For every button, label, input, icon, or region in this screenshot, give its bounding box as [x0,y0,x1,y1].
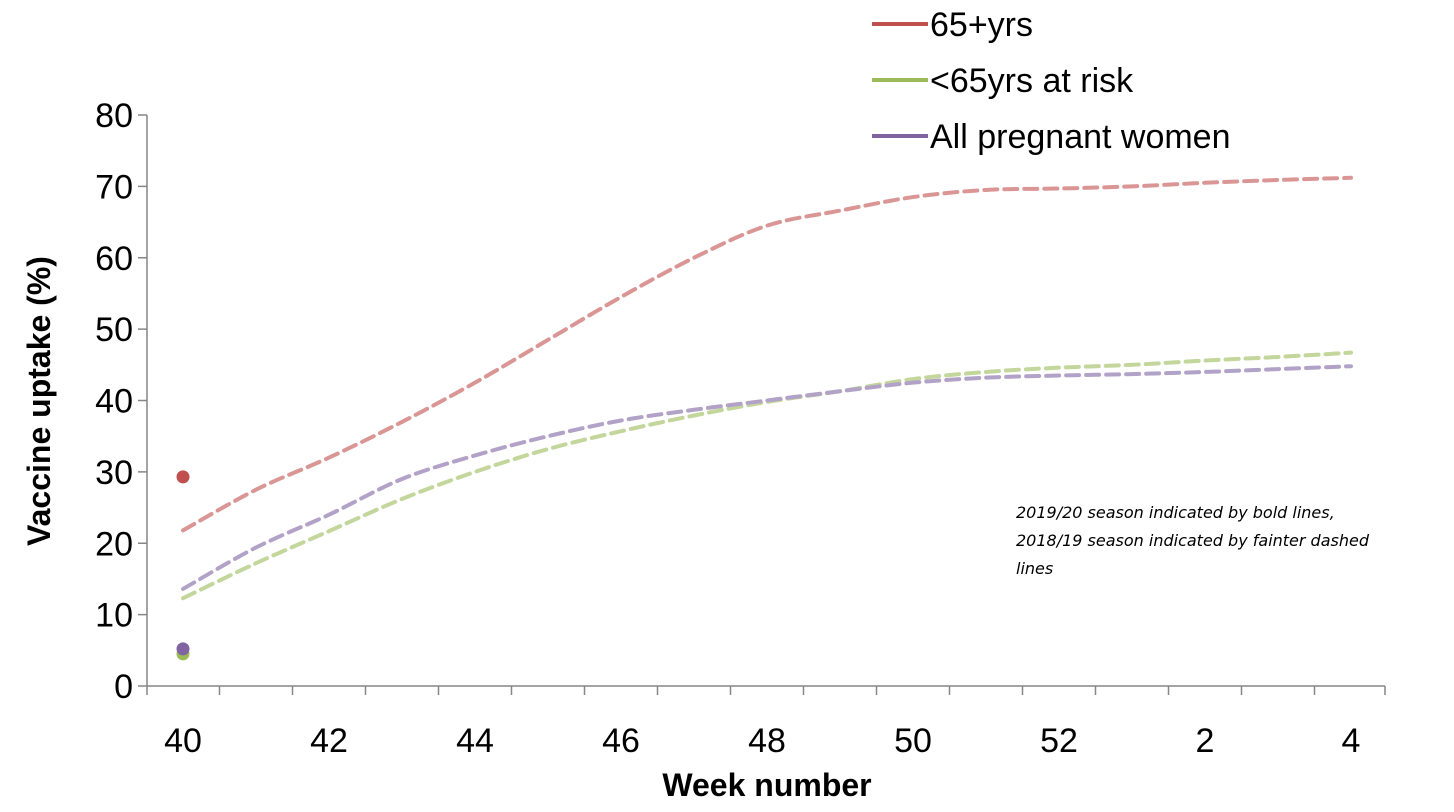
legend-label-65-yrs: 65+yrs [930,6,1033,44]
annotation-line-3: lines [1016,559,1053,578]
x-tick-label: 46 [602,722,640,760]
axes: 0 10 20 30 40 50 60 70 80 40 42 44 46 48 50 52 2 4 [95,97,1386,760]
annotation-note: 2019/20 season indicated by bold lines, … [1016,503,1370,578]
legend-label-all-pregnant-women: All pregnant women [930,118,1231,156]
annotation-line-2: 2018/19 season indicated by fainter dash… [1016,531,1370,550]
x-axis-title: Week number [662,767,871,803]
y-tick-label: 40 [95,383,133,421]
y-tick-label: 80 [95,97,133,135]
y-tick-label: 70 [95,168,133,206]
series-point-all-pregnant-women-2019-20 [176,642,190,656]
series-line-65yrs-at-risk-2018-19 [181,350,1353,601]
series-lines [181,175,1353,601]
legend-label-65yrs-at-risk: <65yrs at risk [930,62,1134,100]
x-tick-label: 40 [164,722,202,760]
y-tick-label: 0 [114,668,133,706]
x-tick-label: 52 [1040,722,1078,760]
x-tick-label: 2 [1196,722,1215,760]
x-tick-label: 4 [1342,722,1361,760]
series-line-all-pregnant-women-2018-19 [181,364,1353,591]
y-tick-label: 10 [95,597,133,635]
y-tick-label: 20 [95,525,133,563]
legend: 65+yrs <65yrs at risk All pregnant women [872,6,1231,156]
y-tick-label: 50 [95,311,133,349]
y-axis-title: Vaccine uptake (%) [21,256,57,546]
x-tick-label: 42 [310,722,348,760]
x-tick-label: 48 [748,722,786,760]
series-points [176,470,190,661]
annotation-line-1: 2019/20 season indicated by bold lines, [1016,503,1335,522]
y-tick-label: 30 [95,454,133,492]
x-tick-label: 50 [894,722,932,760]
series-point-65-yrs-2019-20 [176,470,190,484]
x-tick-label: 44 [456,722,494,760]
series-line-65-yrs-2018-19 [181,175,1353,533]
y-tick-label: 60 [95,240,133,278]
